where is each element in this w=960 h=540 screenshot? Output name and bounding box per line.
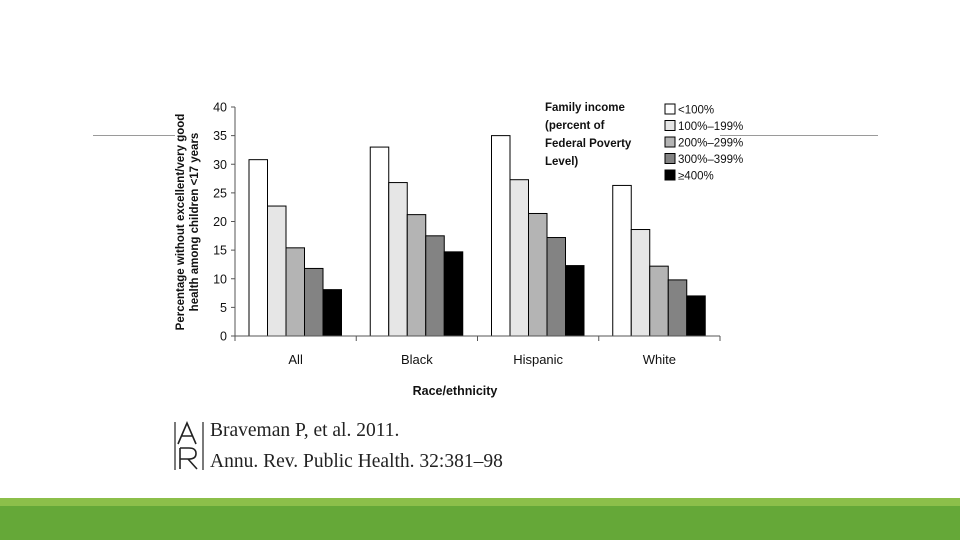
bar-all-series-5 (322, 289, 342, 337)
y-tick-label: 25 (213, 186, 227, 200)
y-axis-ticks: 0 5 10 15 20 25 30 35 40 (213, 101, 235, 344)
y-tick-label: 10 (213, 272, 227, 286)
legend-label: 100%–199% (678, 121, 743, 133)
title-rule-left (93, 135, 175, 136)
legend-title-line: (percent of (545, 120, 605, 132)
legend-title-line: Family income (545, 102, 625, 114)
x-category-label: All (288, 352, 303, 367)
legend: <100% 100%–199% 200%–299% 300%–399% ≥400% (664, 103, 743, 183)
bar-white-series-4 (667, 279, 688, 337)
y-tick-label: 20 (213, 215, 227, 229)
bar-all-series-4 (304, 267, 324, 337)
y-axis-title-line-1: Percentage without excellent/very good (175, 114, 187, 331)
bar-black-series-4 (425, 235, 445, 337)
footer-accent-bar (0, 498, 960, 506)
bar-all-series-1 (248, 159, 268, 337)
y-tick-label: 40 (213, 101, 227, 115)
legend-label: 200%–299% (678, 138, 743, 150)
x-category-label: White (643, 352, 676, 367)
legend-label: 300%–399% (678, 154, 743, 166)
bar-hispanic-series-1 (491, 135, 511, 337)
bar-black-series-2 (388, 182, 408, 337)
legend-title-line: Level) (545, 156, 578, 168)
bar-black-series-3 (406, 214, 427, 337)
chart-axes (234, 107, 721, 341)
x-category-label: Hispanic (513, 352, 563, 367)
legend-swatch (664, 120, 676, 131)
bar-white-series-5 (686, 295, 706, 337)
y-tick-label: 15 (213, 244, 227, 258)
bar-all-series-3 (285, 247, 305, 337)
footer-bar (0, 506, 960, 540)
bar-all-series-2 (267, 205, 287, 337)
legend-title: Family income (percent of Federal Poverty L… (545, 102, 632, 168)
bar-white-series-3 (649, 265, 669, 337)
x-axis-category-labels: All Black Hispanic White (288, 352, 676, 367)
y-axis-title: Percentage without excellent/very good h… (175, 114, 201, 331)
bar-white-series-1 (612, 184, 632, 337)
legend-swatch (664, 169, 676, 181)
legend-title-line: Federal Poverty (545, 138, 632, 150)
x-category-label: Black (401, 352, 433, 367)
y-tick-label: 35 (213, 129, 227, 143)
y-tick-label: 30 (213, 158, 227, 172)
citation: AR Braveman P, et al. 2011. Annu. Rev. P… (174, 418, 574, 474)
legend-label: ≥400% (678, 171, 714, 183)
citation-line-2: Annu. Rev. Public Health. 32:381–98 (210, 451, 503, 472)
y-axis-title-line-2: health among children <17 years (189, 133, 201, 312)
x-axis-title: Race/ethnicity (413, 384, 498, 398)
y-tick-label: 5 (220, 301, 227, 315)
bar-white-series-2 (630, 229, 651, 337)
legend-swatch (664, 136, 676, 148)
legend-swatch (664, 153, 676, 164)
citation-line-1: Braveman P, et al. 2011. (210, 420, 400, 441)
bar-series (248, 135, 706, 337)
legend-label: <100% (678, 105, 714, 117)
annual-reviews-logo: AR (174, 421, 204, 470)
bar-hispanic-series-2 (509, 179, 529, 337)
y-tick-label: 0 (220, 330, 227, 344)
bar-hispanic-series-4 (546, 237, 566, 337)
bar-black-series-5 (443, 251, 464, 337)
title-rule-right (720, 135, 878, 136)
bar-hispanic-series-3 (528, 212, 548, 337)
bar-black-series-1 (369, 146, 390, 337)
bar-hispanic-series-5 (565, 265, 585, 337)
legend-swatch (664, 103, 676, 115)
